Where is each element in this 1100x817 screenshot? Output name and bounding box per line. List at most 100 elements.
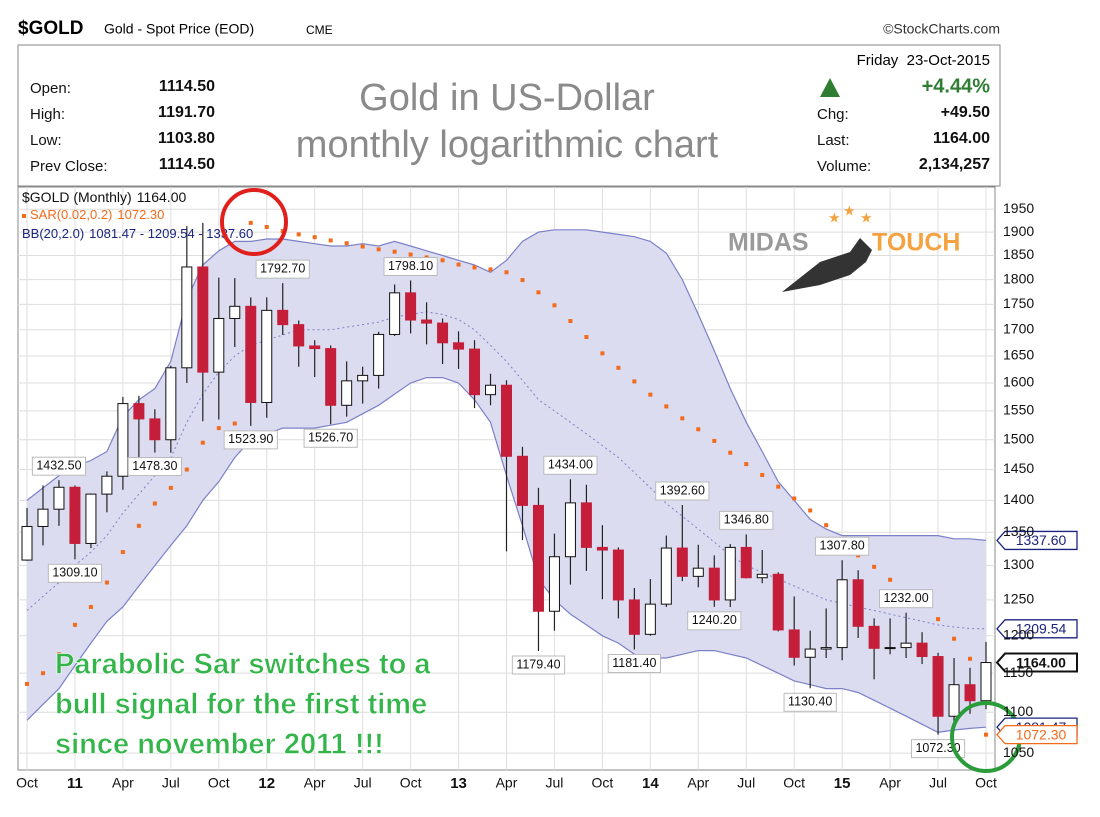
extreme-label-box [255, 259, 310, 279]
sar-dot [824, 523, 829, 528]
legend-name: $GOLD (Monthly) [22, 189, 132, 205]
candle-body [564, 502, 576, 558]
quote-value: +49.50 [941, 104, 990, 121]
y-tick-label: 1750 [1003, 295, 1034, 311]
legend-value: 1072.30 [117, 207, 164, 222]
sar-dot [504, 270, 509, 275]
candle-body [133, 403, 145, 420]
candle-body [852, 579, 864, 627]
sar-dot [600, 351, 605, 356]
extreme-labels: 1432.50 1792.70 1798.10 1434.00 1392.60 1346.… [31, 256, 966, 759]
legend-entry: $GOLD (Monthly) 1164.00 [22, 189, 186, 205]
extreme-label: 1307.80 [820, 539, 865, 553]
subtitle: Gold - Spot Price (EOD) [104, 21, 254, 37]
candle-body [501, 384, 512, 457]
y-tick-label: 1450 [1003, 460, 1034, 476]
candle-body [69, 486, 81, 544]
quote-label: Prev Close: [30, 158, 108, 175]
sar-dot [760, 472, 765, 477]
candle-body [229, 305, 241, 319]
candle-body [149, 418, 161, 441]
extreme-label: 1792.70 [260, 261, 305, 275]
x-tick-label: 11 [67, 775, 83, 792]
candle-body [724, 546, 736, 601]
legend-entry: BB(20,2.0) 1081.47 - 1209.54 - 1337.60 [22, 226, 253, 241]
extreme-label-box [303, 428, 358, 448]
extreme-label: 1232.00 [883, 591, 928, 605]
y-tick-label: 1550 [1003, 402, 1034, 418]
extreme-label-box [511, 655, 566, 675]
y-tick-label: 1800 [1003, 270, 1034, 286]
sar-dot [56, 652, 61, 657]
value-tag [995, 652, 1078, 673]
sar-dot [168, 485, 173, 490]
candle-body [261, 309, 273, 403]
y-tick-label: 1700 [1003, 320, 1034, 336]
logo-right: TOUCH [872, 229, 960, 257]
candle-body [820, 647, 832, 650]
quote-value: 1191.70 [158, 104, 215, 121]
value-tag-label: 1209.54 [1016, 621, 1067, 637]
sar-dot [568, 319, 573, 324]
candle-body [836, 579, 848, 649]
candle-body [197, 266, 209, 373]
logo-left: MIDAS [728, 229, 809, 257]
quote-value: 1114.50 [159, 78, 215, 95]
extreme-label-box [607, 654, 661, 674]
extreme-label-box [383, 256, 438, 276]
overlay-title: Gold in US-Dollar [359, 77, 655, 119]
sar-dot [952, 636, 957, 641]
y-tick-label: 1850 [1003, 246, 1034, 262]
candle-body [277, 309, 289, 326]
quote-value: 2,134,257 [919, 156, 990, 173]
x-tick-label: Jul [545, 775, 563, 791]
candle-body [580, 502, 592, 548]
sar-dot [184, 467, 189, 472]
candle-body [884, 647, 896, 650]
candle-body [804, 648, 816, 658]
quote-value: 1114.50 [159, 156, 215, 173]
candle-body [453, 342, 465, 350]
sar-dot [776, 484, 781, 489]
candle-body [117, 403, 129, 477]
y-tick-label: 1200 [1003, 626, 1034, 642]
candle-body [37, 508, 49, 527]
candle-body [980, 662, 992, 702]
extreme-label-box [47, 563, 103, 583]
x-tick-label: 12 [258, 775, 275, 792]
candle-body [389, 292, 401, 335]
sar-dot [232, 421, 237, 426]
extreme-label: 1130.40 [788, 695, 832, 709]
x-tick-label: Apr [496, 775, 518, 791]
candle-body [341, 380, 353, 406]
sar-dot [472, 265, 477, 270]
candle-body [548, 556, 560, 612]
extreme-label-box [655, 481, 710, 501]
sar-dot [536, 290, 541, 295]
legend-marker [22, 214, 26, 218]
candle-body [660, 547, 672, 605]
candle-body [421, 319, 433, 324]
quote-label: Volume: [817, 158, 871, 175]
y-tick-label: 1250 [1003, 591, 1034, 607]
sar-dot [88, 604, 93, 609]
extreme-label: 1526.70 [308, 431, 353, 445]
legend-entry: SAR(0.02,0.2) 1072.30 [30, 207, 164, 222]
quote-label: Open: [30, 80, 71, 97]
candles [21, 222, 992, 735]
candle-body [405, 292, 417, 321]
x-tick-label: Oct [400, 775, 422, 791]
extreme-label: 1240.20 [692, 613, 737, 627]
extreme-label-box [815, 536, 870, 556]
legend-value: 1081.47 - 1209.54 - 1337.60 [89, 226, 253, 241]
y-tick-label: 1300 [1003, 556, 1034, 572]
x-tick-label: Apr [304, 775, 326, 791]
x-tick-label: Jul [162, 775, 180, 791]
x-tick-label: 13 [450, 775, 467, 792]
y-tick-label: 1600 [1003, 374, 1034, 390]
sar-dot [744, 462, 749, 467]
y-tick-label: 1050 [1003, 744, 1034, 760]
logo-star: ★ [860, 210, 873, 226]
note: bull signal for the first time [55, 689, 427, 721]
quote-label: High: [30, 106, 65, 123]
